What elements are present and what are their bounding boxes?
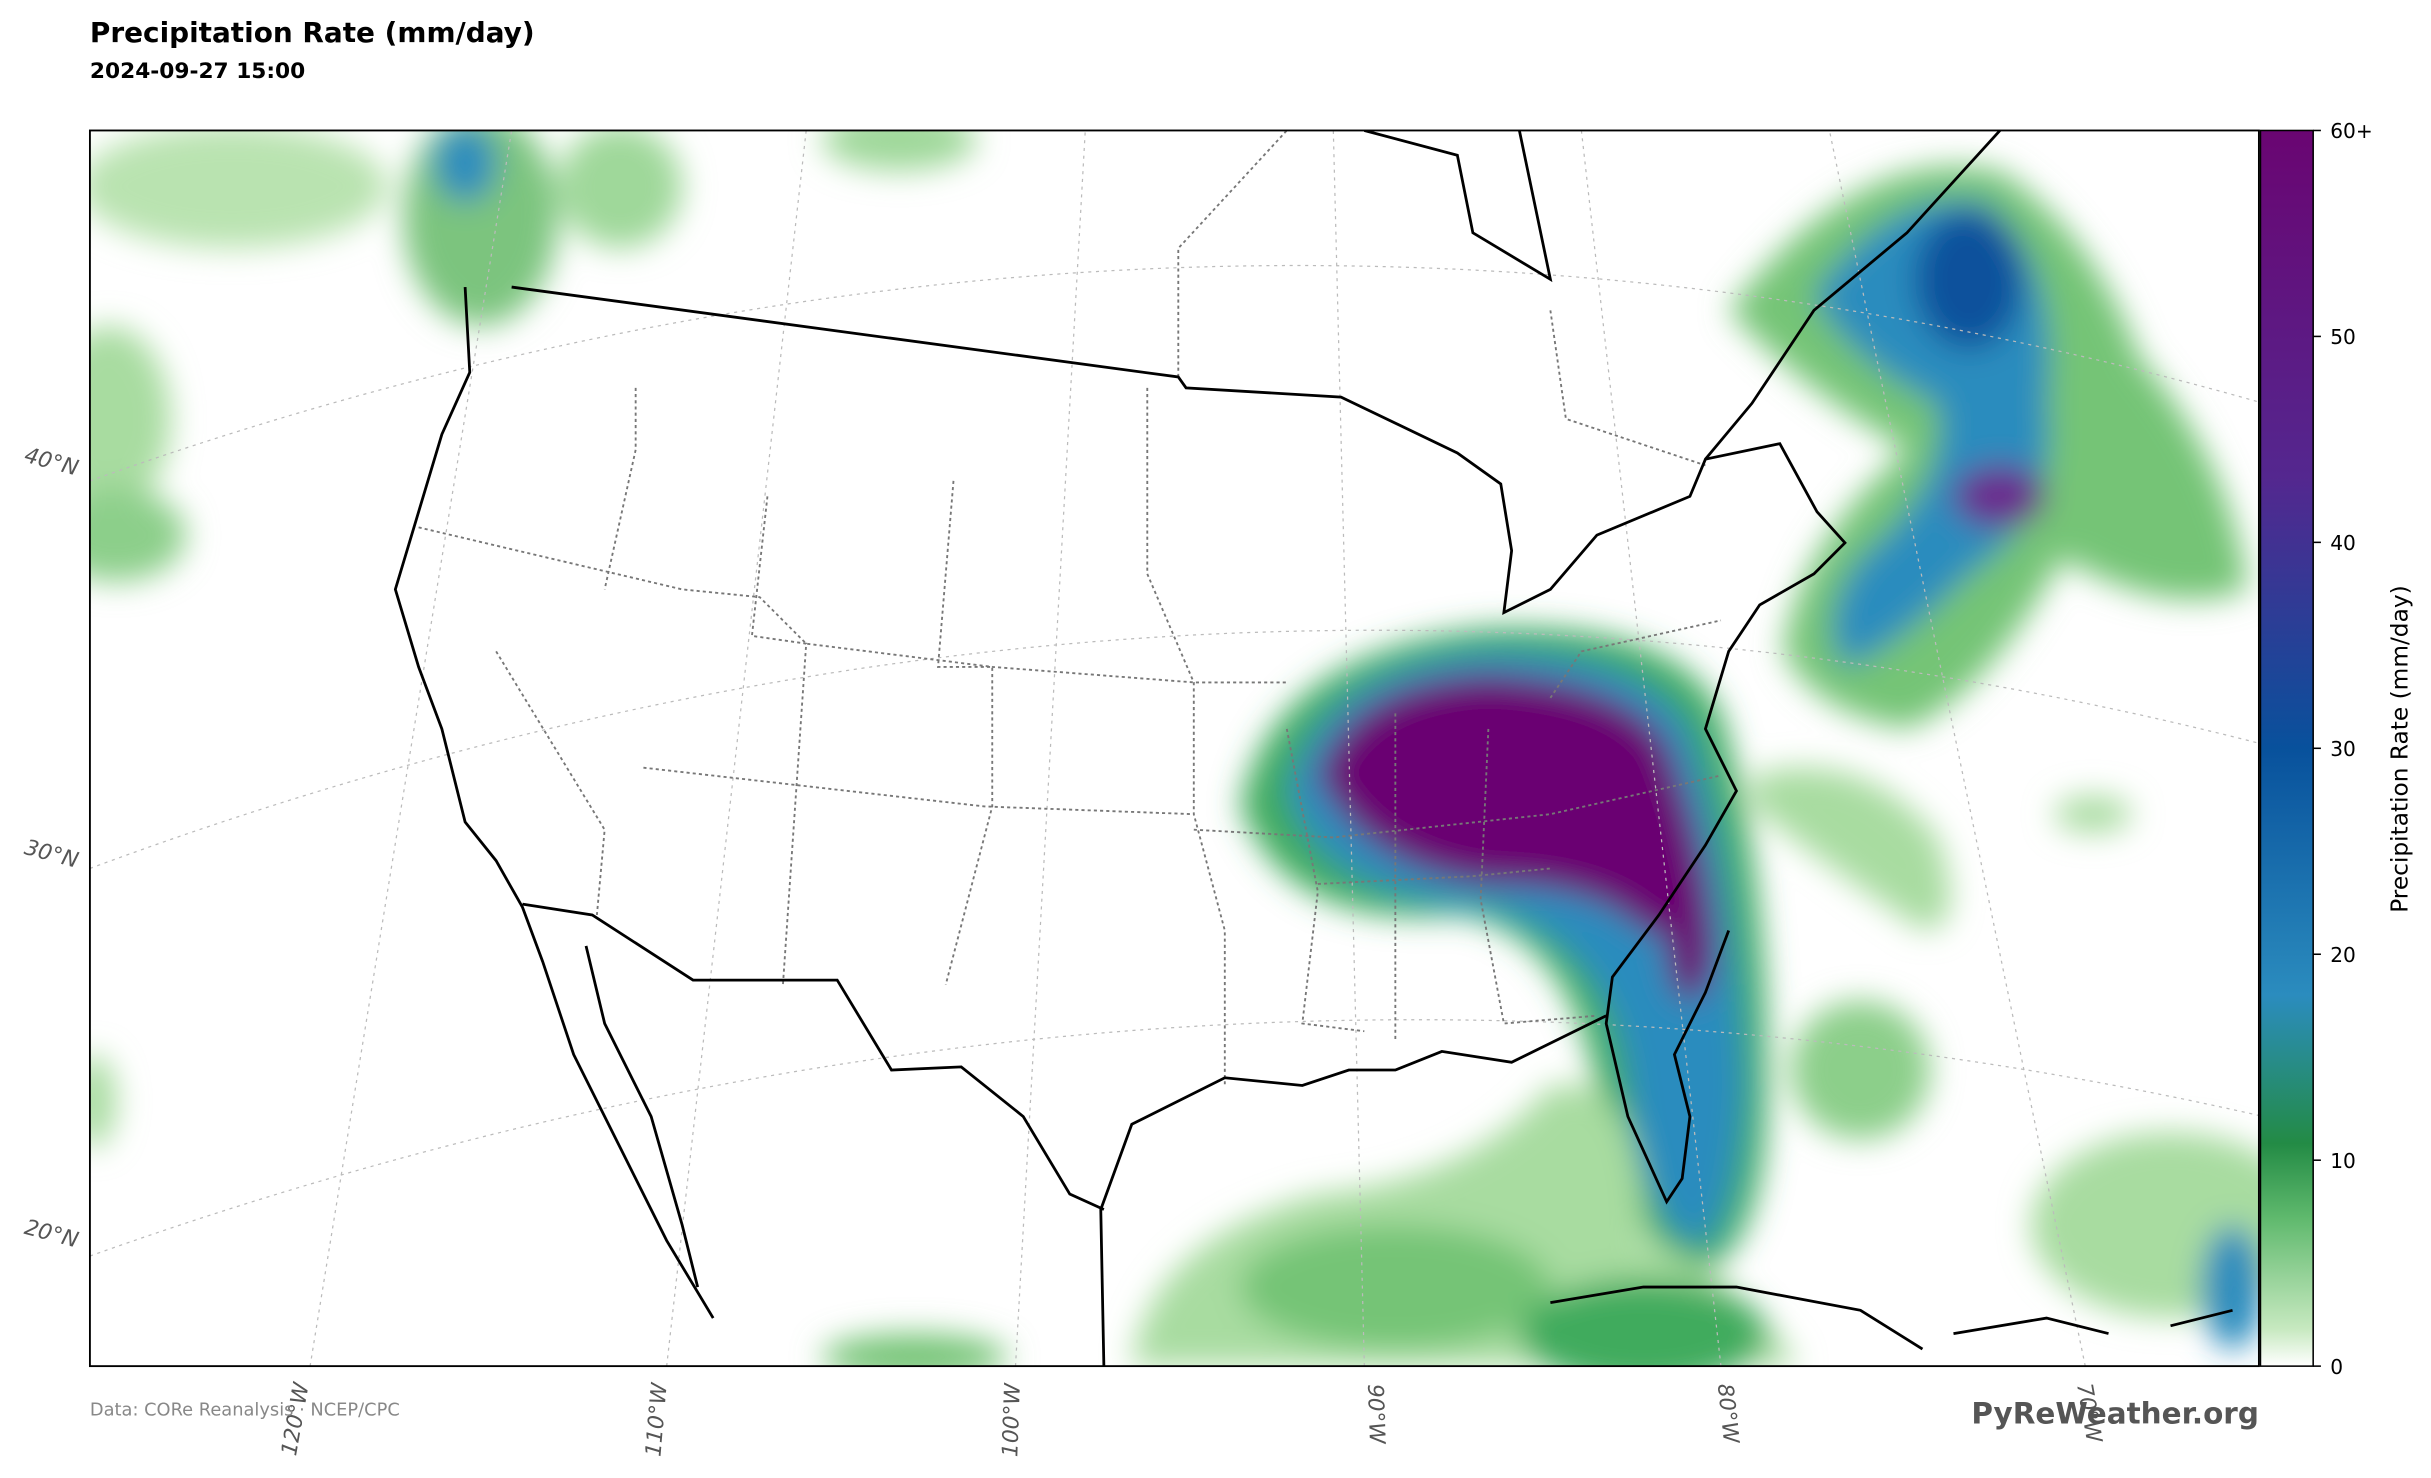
colorbar-tick-label: 10 [2330, 1149, 2356, 1173]
colorbar-label: Precipitation Rate (mm/day) [2387, 585, 2414, 912]
data-source: Data: CORe Reanalysis · NCEP/CPC [90, 1400, 400, 1421]
map-frame [88, 129, 2260, 1368]
lon-label: 110°W [641, 1380, 672, 1457]
colorbar-tick-label: 20 [2330, 943, 2356, 967]
graticule-labels: 40°N 30°N 20°N 120°W 110°W 100°W 90°W 80… [22, 443, 2107, 1458]
graticule [89, 130, 2259, 1367]
brand: PyReWeather.org [1971, 1396, 2259, 1430]
lon-label: 80°W [1712, 1382, 1743, 1446]
title: Precipitation Rate (mm/day) [90, 16, 535, 49]
lon-label: 100°W [998, 1381, 1026, 1457]
state-borders [418, 130, 1722, 1086]
colorbar-tick-label: 60+ [2330, 119, 2373, 143]
colorbar-ticks: 0 10 20 30 40 50 60+ [2313, 119, 2373, 1379]
subtitle: 2024-09-27 15:00 [90, 59, 305, 84]
colorbar [2259, 129, 2314, 1367]
map-area [89, 130, 2259, 1367]
colorbar-tick-label: 50 [2330, 325, 2356, 349]
colorbar-tick-label: 40 [2330, 531, 2356, 555]
lon-label: 90°W [1362, 1384, 1389, 1446]
lat-label: 40°N [22, 443, 81, 481]
lat-label: 30°N [22, 835, 81, 873]
colorbar-tick-label: 30 [2330, 737, 2356, 761]
lat-label: 20°N [22, 1215, 81, 1253]
colorbar-tick-label: 0 [2330, 1355, 2343, 1379]
coastlines [393, 130, 2233, 1367]
